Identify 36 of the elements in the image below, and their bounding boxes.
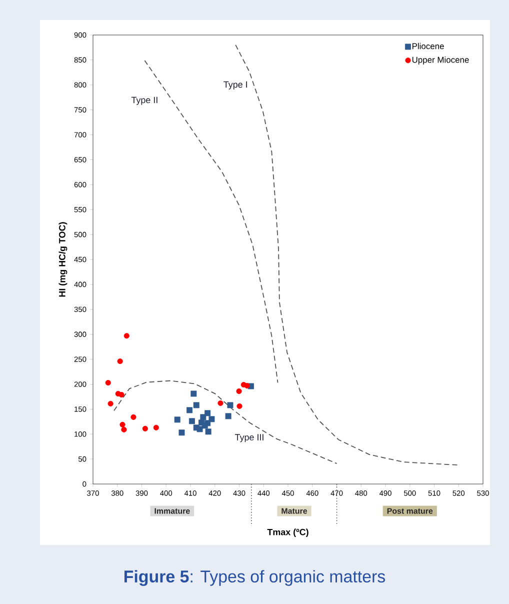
point: [208, 416, 215, 422]
point: [205, 428, 212, 435]
point: [188, 418, 195, 424]
point: [121, 426, 127, 432]
point: [218, 400, 224, 406]
series-label: Type III: [234, 434, 264, 442]
point: [227, 402, 234, 408]
point: [174, 416, 180, 423]
text: Figure 5: Types of organic matters: [124, 570, 386, 586]
point: [120, 422, 126, 428]
point: [196, 426, 203, 432]
point: [142, 426, 148, 432]
point: [130, 414, 136, 420]
point: [153, 424, 159, 430]
point: [204, 410, 211, 416]
line-series: [114, 380, 338, 464]
point: [178, 430, 185, 436]
point: [225, 413, 232, 420]
point: [186, 407, 193, 414]
point: [244, 382, 250, 389]
x-axis-title: Tmax (ºC): [267, 528, 308, 538]
point: [108, 400, 114, 406]
y-axis-title: HI (mg HC/g TOC): [58, 222, 68, 297]
point: [124, 333, 130, 339]
point: [118, 392, 124, 398]
legend-label: Pliocene: [412, 42, 444, 50]
point: [236, 403, 242, 409]
point: [202, 422, 208, 429]
legend-label: Upper Miocene: [412, 56, 469, 64]
series-label: Type I: [224, 81, 247, 90]
series-label: Type II: [131, 96, 158, 105]
point: [117, 358, 123, 364]
point: [236, 388, 242, 394]
point: [193, 402, 200, 408]
point: [105, 380, 111, 386]
point: [190, 390, 197, 397]
